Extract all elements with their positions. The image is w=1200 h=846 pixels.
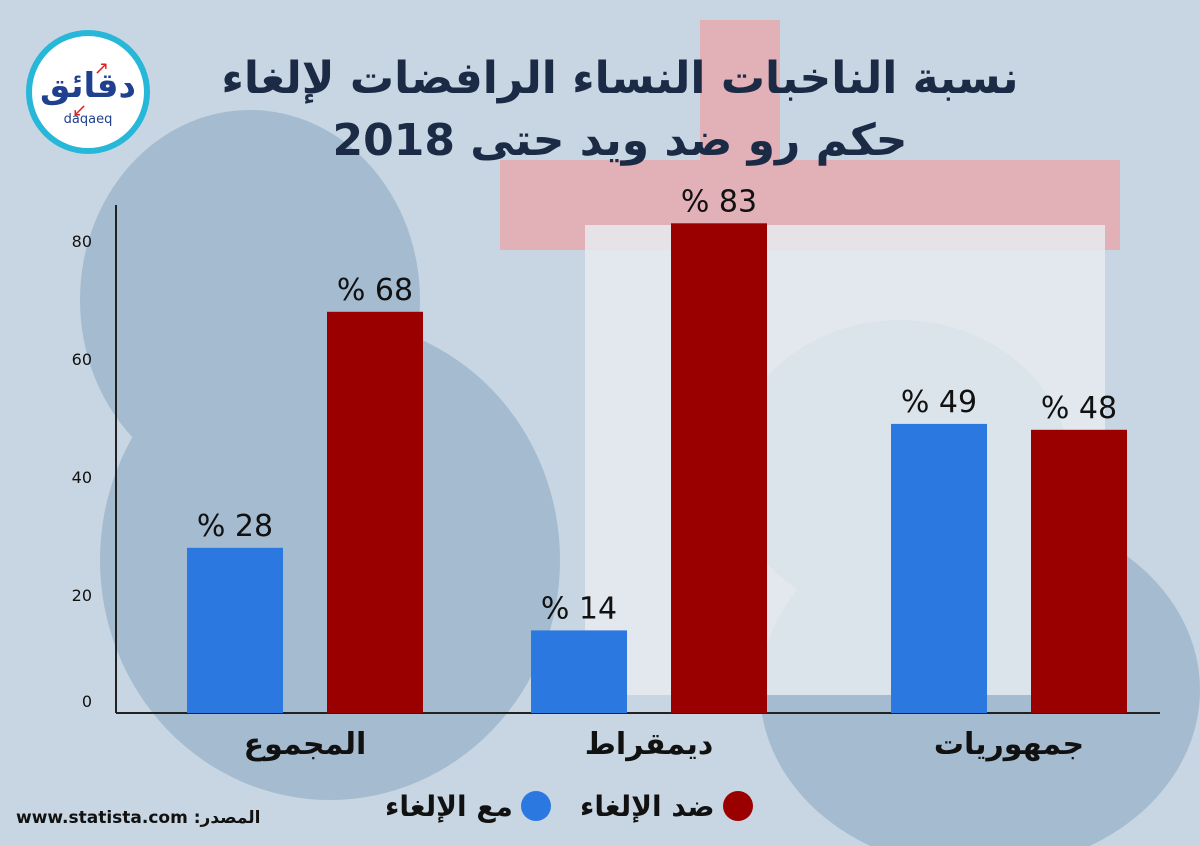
arrow-down-icon: ↙ (72, 100, 88, 121)
daqaeq-logo: دقائق daqaeq ↗ ↙ (26, 30, 150, 154)
legend-label-with: مع الإلغاء (385, 789, 513, 823)
x-tick-label: ديمقراط (585, 727, 713, 762)
bar (187, 547, 283, 713)
bar (1031, 429, 1127, 713)
data-label: % 83 (681, 184, 757, 219)
x-tick-label: جمهوريات (934, 727, 1084, 762)
bar (327, 311, 423, 713)
y-tick-label: 20 (72, 586, 92, 605)
y-tick-label: 0 (82, 692, 92, 711)
y-tick-label: 60 (72, 350, 92, 369)
y-tick-label: 80 (72, 232, 92, 251)
chart-title: نسبة الناخبات النساء الرافضات لإلغاء حكم… (180, 48, 1060, 172)
bar (671, 223, 767, 714)
data-label: % 14 (541, 591, 617, 626)
data-label: % 68 (337, 273, 413, 308)
source-url: www.statista.com (16, 808, 188, 828)
legend-swatch-against (722, 791, 753, 821)
logo-arabic-text: دقائق (40, 66, 136, 106)
source-label: المصدر: (193, 808, 261, 828)
data-label: % 28 (197, 509, 273, 544)
legend-item-against: ضد الإلغاء (580, 786, 753, 826)
chart-title-line-2: حكم رو ضد ويد حتى 2018 (332, 115, 908, 166)
y-tick-label: 40 (72, 468, 92, 487)
legend-swatch-with (520, 791, 551, 821)
source-note: المصدر: www.statista.com (16, 808, 261, 828)
legend-label-against: ضد الإلغاء (580, 789, 715, 823)
x-tick-label: المجموع (244, 727, 367, 762)
data-label: % 49 (901, 385, 977, 420)
chart-title-line-1: نسبة الناخبات النساء الرافضات لإلغاء (221, 53, 1019, 104)
legend-item-with: مع الإلغاء (385, 786, 551, 826)
bar (891, 423, 987, 713)
bar (531, 630, 627, 713)
logo-latin-text: daqaeq (63, 112, 113, 127)
arrow-up-icon: ↗ (94, 58, 110, 79)
data-label: % 48 (1041, 391, 1117, 426)
